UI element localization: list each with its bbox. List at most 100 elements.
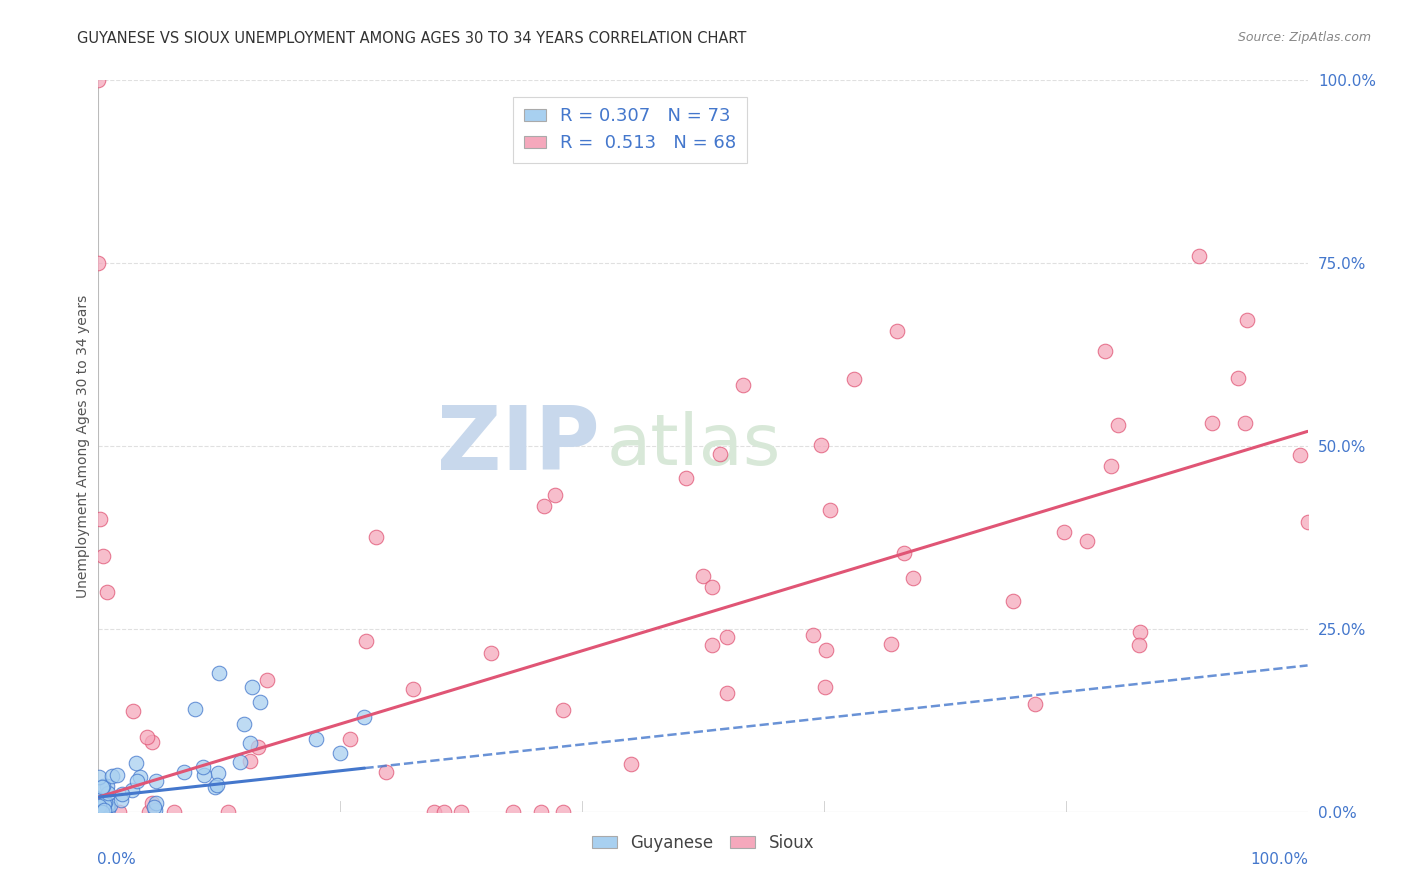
Point [1001,594,1024,608]
Point [87,805,110,819]
Point [374,765,396,780]
Point [814,680,837,694]
Point [553,703,575,717]
Point [87,805,110,819]
Point [1024,698,1046,712]
Point [87,805,110,819]
Point [91,779,114,793]
Point [87,805,110,819]
Text: Source: ZipAtlas.com: Source: ZipAtlas.com [1237,31,1371,45]
Point [89,791,111,805]
Point [801,628,824,642]
Point [89,512,111,526]
Point [191,760,214,774]
Point [702,580,724,594]
Text: 0.0%: 0.0% [97,852,136,867]
Point [87,805,110,819]
Point [240,681,263,695]
Point [105,767,128,781]
Point [229,755,252,769]
Point [246,740,269,755]
Point [675,471,697,485]
Point [184,702,207,716]
Point [1053,524,1076,539]
Point [842,372,865,386]
Point [620,757,643,772]
Point [87,805,110,819]
Point [893,546,915,560]
Point [87,805,110,819]
Point [87,805,110,819]
Point [87,805,110,819]
Point [1233,416,1256,430]
Point [305,731,328,746]
Point [110,793,132,807]
Point [432,805,454,819]
Point [87,805,110,819]
Point [193,768,215,782]
Point [122,704,145,718]
Text: 100.0%: 100.0% [1251,852,1309,867]
Legend: Guyanese, Sioux: Guyanese, Sioux [585,827,821,858]
Point [128,770,150,784]
Point [810,438,832,452]
Point [553,805,575,819]
Text: ZIP: ZIP [437,402,600,490]
Point [111,788,134,802]
Point [93,797,115,811]
Point [145,773,167,788]
Point [1187,249,1209,263]
Point [87,805,110,819]
Point [87,805,110,819]
Point [818,502,841,516]
Point [217,805,239,819]
Point [87,800,110,814]
Point [96,779,118,793]
Point [354,634,377,648]
Point [87,805,110,819]
Point [886,324,908,338]
Point [97,802,120,816]
Point [208,665,231,680]
Point [87,805,110,819]
Point [94,796,117,810]
Point [87,799,110,814]
Point [87,256,110,270]
Point [814,643,837,657]
Point [544,488,567,502]
Point [143,803,166,817]
Point [96,585,118,599]
Point [204,780,226,794]
Point [87,797,110,811]
Point [401,681,423,696]
Point [173,764,195,779]
Point [256,673,278,688]
Point [353,709,375,723]
Point [100,769,122,783]
Point [502,805,524,819]
Point [1227,370,1250,384]
Point [1236,312,1258,326]
Point [339,731,361,746]
Point [423,805,446,819]
Point [108,805,131,819]
Point [87,800,110,814]
Point [1099,459,1122,474]
Point [163,805,186,819]
Point [479,646,502,660]
Point [1296,515,1319,529]
Point [1129,625,1152,640]
Point [96,798,118,813]
Point [716,686,738,700]
Point [87,805,110,819]
Point [87,805,110,819]
Point [87,798,110,813]
Point [1201,416,1223,430]
Point [329,746,352,760]
Point [249,695,271,709]
Point [709,447,731,461]
Text: GUYANESE VS SIOUX UNEMPLOYMENT AMONG AGES 30 TO 34 YEARS CORRELATION CHART: GUYANESE VS SIOUX UNEMPLOYMENT AMONG AGE… [77,31,747,46]
Point [87,795,110,809]
Point [93,803,115,817]
Point [89,770,111,784]
